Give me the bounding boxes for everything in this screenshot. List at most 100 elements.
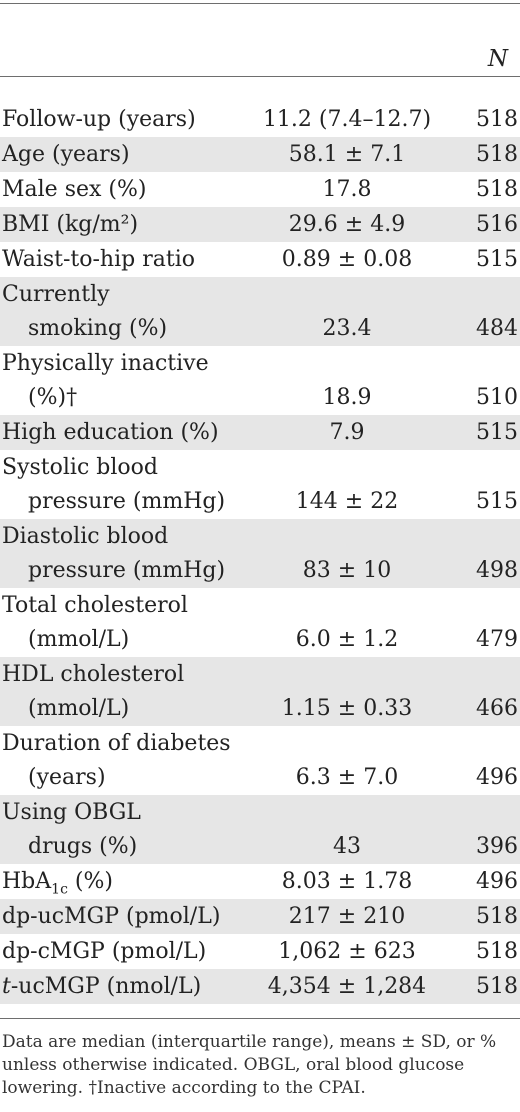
row-label-line: BMI (kg/m²) bbox=[2, 212, 139, 237]
row-value: 7.9 bbox=[329, 420, 365, 445]
row-n: 515 bbox=[476, 420, 518, 445]
row-n: 479 bbox=[476, 627, 518, 652]
row-label-line: High education (%) bbox=[2, 420, 219, 445]
table-row: BMI (kg/m²) 29.6 ± 4.9 516 bbox=[0, 207, 520, 242]
row-n: 484 bbox=[476, 316, 518, 341]
row-value: 4,354 ± 1,284 bbox=[267, 974, 427, 999]
table-row: Currently smoking (%) 23.4 484 bbox=[0, 277, 520, 346]
row-label: Currently smoking (%) bbox=[0, 278, 234, 346]
row-value: 217 ± 210 bbox=[288, 904, 406, 929]
row-label-continuation: (%)† bbox=[28, 385, 78, 410]
row-label-line: Age (years) bbox=[2, 142, 130, 167]
row-label: High education (%) bbox=[0, 415, 234, 450]
row-label-line: Male sex (%) bbox=[2, 177, 147, 202]
table-row: High education (%) 7.9 515 bbox=[0, 415, 520, 450]
row-label-continuation: smoking (%) bbox=[28, 316, 168, 341]
row-label-line: dp-cMGP (pmol/L) bbox=[2, 939, 207, 964]
row-n: 518 bbox=[476, 939, 518, 964]
row-label: Age (years) bbox=[0, 137, 234, 172]
row-n: 518 bbox=[476, 177, 518, 202]
row-label: BMI (kg/m²) bbox=[0, 207, 234, 242]
row-value: 58.1 ± 7.1 bbox=[288, 142, 406, 167]
row-label-line: dp-ucMGP (pmol/L) bbox=[2, 904, 221, 929]
row-n: 498 bbox=[476, 558, 518, 583]
row-label: Diastolic blood pressure (mmHg) bbox=[0, 520, 234, 588]
row-label: Total cholesterol (mmol/L) bbox=[0, 589, 234, 657]
row-label-line: Physically inactive bbox=[2, 351, 209, 376]
row-label-line: Diastolic blood bbox=[2, 524, 169, 549]
row-value: 43 bbox=[333, 834, 361, 859]
row-label-line: Total cholesterol bbox=[2, 593, 188, 618]
header-rule bbox=[0, 76, 520, 77]
row-label: Duration of diabetes (years) bbox=[0, 727, 234, 795]
table-row: Age (years) 58.1 ± 7.1 518 bbox=[0, 137, 520, 172]
row-n: 466 bbox=[476, 696, 518, 721]
row-n: 518 bbox=[476, 107, 518, 132]
row-value: 6.3 ± 7.0 bbox=[295, 765, 399, 790]
table-row: Duration of diabetes (years) 6.3 ± 7.0 496 bbox=[0, 726, 520, 795]
row-label-line: Currently bbox=[2, 282, 110, 307]
row-value: 144 ± 22 bbox=[295, 489, 399, 514]
row-label-line: Using OBGL bbox=[2, 800, 141, 825]
row-label: HbA1c (%) bbox=[0, 864, 234, 899]
table-row: Male sex (%) 17.8 518 bbox=[0, 172, 520, 207]
row-label: dp-ucMGP (pmol/L) bbox=[0, 899, 234, 934]
row-label-line: Duration of diabetes bbox=[2, 731, 231, 756]
row-label: dp-cMGP (pmol/L) bbox=[0, 934, 234, 969]
row-value: 23.4 bbox=[322, 316, 372, 341]
row-n: 518 bbox=[476, 974, 518, 999]
table-row: Systolic blood pressure (mmHg) 144 ± 22 515 bbox=[0, 450, 520, 519]
row-n: 496 bbox=[476, 765, 518, 790]
top-rule bbox=[0, 3, 520, 4]
row-value: 8.03 ± 1.78 bbox=[281, 869, 413, 894]
row-label: Systolic blood pressure (mmHg) bbox=[0, 451, 234, 519]
table-row: dp-ucMGP (pmol/L) 217 ± 210 518 bbox=[0, 899, 520, 934]
table-header: N bbox=[0, 4, 520, 76]
row-value: 83 ± 10 bbox=[302, 558, 392, 583]
row-label-continuation: pressure (mmHg) bbox=[28, 489, 226, 514]
row-value: 17.8 bbox=[322, 177, 372, 202]
column-header-n: N bbox=[487, 46, 508, 72]
row-value: 29.6 ± 4.9 bbox=[288, 212, 406, 237]
row-label-continuation: drugs (%) bbox=[28, 834, 138, 859]
row-n: 515 bbox=[476, 247, 518, 272]
table-row: HbA1c (%) 8.03 ± 1.78 496 bbox=[0, 864, 520, 899]
table-row: Physically inactive (%)† 18.9 510 bbox=[0, 346, 520, 415]
row-label-line: Systolic blood bbox=[2, 455, 158, 480]
row-label: t-ucMGP (nmol/L) bbox=[0, 969, 234, 1004]
table-row: HDL cholesterol (mmol/L) 1.15 ± 0.33 466 bbox=[0, 657, 520, 726]
table-row: Waist-to-hip ratio 0.89 ± 0.08 515 bbox=[0, 242, 520, 277]
row-label-continuation: (years) bbox=[28, 765, 106, 790]
row-n: 518 bbox=[476, 904, 518, 929]
row-n: 510 bbox=[476, 385, 518, 410]
bottom-rule bbox=[0, 1018, 520, 1019]
table-footnote: Data are median (interquartile range), m… bbox=[2, 1032, 497, 1098]
row-label-continuation: (mmol/L) bbox=[28, 627, 130, 652]
row-label: Using OBGL drugs (%) bbox=[0, 796, 234, 864]
table-body: Follow-up (years) 11.2 (7.4–12.7) 518 Age (… bbox=[0, 77, 520, 1004]
table-row: Total cholesterol (mmol/L) 6.0 ± 1.2 479 bbox=[0, 588, 520, 657]
row-label-line: t-ucMGP (nmol/L) bbox=[2, 974, 202, 999]
table-row: t-ucMGP (nmol/L) 4,354 ± 1,284 518 bbox=[0, 969, 520, 1004]
row-n: 515 bbox=[476, 489, 518, 514]
row-n: 516 bbox=[476, 212, 518, 237]
row-n: 496 bbox=[476, 869, 518, 894]
row-value: 1.15 ± 0.33 bbox=[281, 696, 413, 721]
row-label-line: HDL cholesterol bbox=[2, 662, 185, 687]
row-label-line: Waist-to-hip ratio bbox=[2, 247, 195, 272]
row-label: HDL cholesterol (mmol/L) bbox=[0, 658, 234, 726]
row-label-line: HbA1c (%) bbox=[2, 869, 113, 898]
table-row: Follow-up (years) 11.2 (7.4–12.7) 518 bbox=[0, 102, 520, 137]
row-label: Physically inactive (%)† bbox=[0, 347, 234, 415]
row-value: 11.2 (7.4–12.7) bbox=[262, 107, 432, 132]
row-label-line: Follow-up (years) bbox=[2, 107, 196, 132]
row-value: 6.0 ± 1.2 bbox=[295, 627, 399, 652]
table-row: Using OBGL drugs (%) 43 396 bbox=[0, 795, 520, 864]
row-label: Follow-up (years) bbox=[0, 102, 234, 137]
row-label-continuation: pressure (mmHg) bbox=[28, 558, 226, 583]
baseline-characteristics-table: N Follow-up (years) 11.2 (7.4–12.7) 518 Age… bbox=[0, 3, 520, 1100]
row-n: 518 bbox=[476, 142, 518, 167]
row-value: 18.9 bbox=[322, 385, 372, 410]
table-row: Diastolic blood pressure (mmHg) 83 ± 10 498 bbox=[0, 519, 520, 588]
row-n: 396 bbox=[476, 834, 518, 859]
